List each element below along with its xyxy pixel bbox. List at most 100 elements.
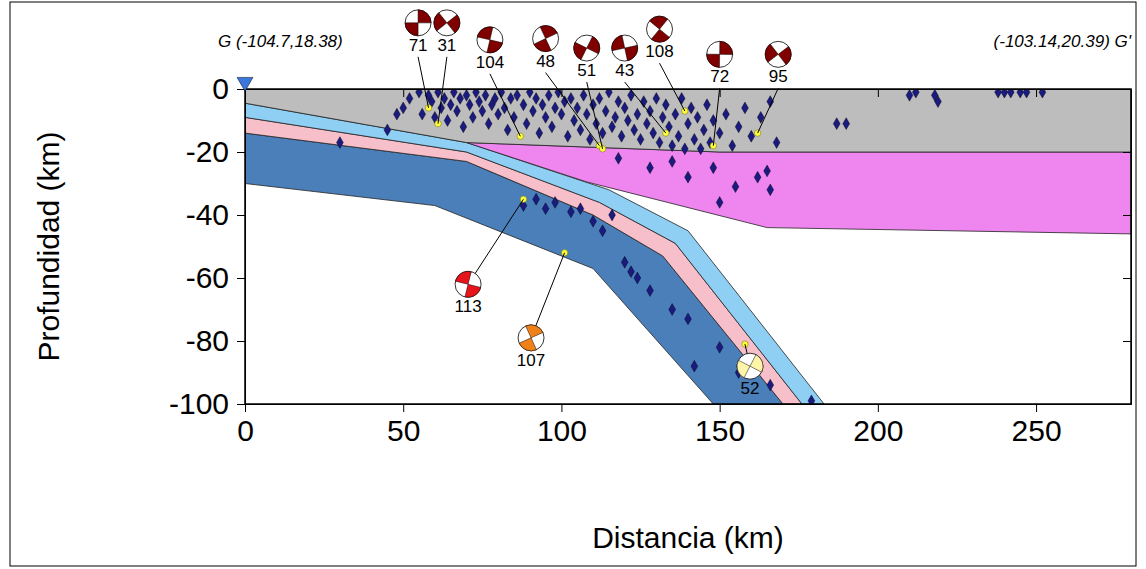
ball-quadrant (778, 46, 791, 64)
seismic-event (647, 285, 654, 297)
seismic-event (906, 89, 913, 101)
leader-line (660, 63, 685, 111)
ball-quadrant (737, 360, 750, 378)
ball-quadrant (534, 39, 551, 52)
x-tick: 50 (387, 404, 420, 447)
x-tick-mark-top (403, 89, 404, 97)
seismic-event (492, 93, 499, 105)
ball-quadrant (612, 35, 625, 50)
seismic-event (637, 134, 644, 146)
x-tick: 200 (853, 404, 903, 447)
profile-endpoint-label: G (-104.7,18.38) (218, 32, 343, 51)
seismic-event (615, 96, 622, 108)
mechanism-label: 51 (577, 61, 596, 80)
y-tick-right (1123, 404, 1131, 405)
mechanism-label: 107 (517, 351, 545, 370)
layer-area (245, 89, 1131, 152)
seismic-event (647, 162, 654, 174)
y-tick-mark (237, 278, 245, 279)
seismic-event (694, 111, 701, 123)
y-tick-mark-right (1123, 278, 1131, 279)
ball-quadrant (434, 13, 447, 31)
seismic-event (624, 115, 631, 127)
focal-mechanism (737, 353, 763, 379)
x-tick-top (878, 89, 879, 97)
x-tick-label: 200 (853, 414, 903, 447)
seismic-event (669, 304, 676, 316)
ball-quadrant (418, 10, 431, 23)
leader-line (490, 74, 520, 136)
seismic-event (599, 225, 606, 237)
ball-quadrant (519, 338, 536, 351)
seismic-event (384, 124, 391, 136)
seismic-event (542, 203, 549, 215)
seismic-event (653, 93, 660, 105)
leader-line (587, 82, 603, 149)
seismic-event (609, 121, 616, 133)
x-axis-top (246, 89, 1132, 97)
seismic-event (764, 165, 771, 177)
x-tick-label: 50 (387, 414, 420, 447)
ball-quadrant (526, 325, 543, 338)
annotation-layer: 7131104485143108729511310752 (405, 10, 791, 398)
seismic-event (669, 156, 676, 168)
seismic-event (435, 89, 442, 98)
y-tick-mark (237, 341, 245, 342)
seismic-event (406, 93, 413, 105)
y-tick-label: 0 (212, 72, 229, 105)
x-tick-mark (878, 404, 879, 412)
ball-outline (477, 27, 503, 53)
data-layer (245, 89, 1131, 404)
y-tick-mark-right (1123, 215, 1131, 216)
y-tick-mark (237, 404, 245, 405)
seismic-event (539, 99, 546, 111)
ball-outline (405, 10, 431, 36)
x-tick-label: 250 (1012, 414, 1062, 447)
seismic-event (612, 111, 619, 123)
y-axis-line (245, 90, 246, 405)
seismic-event (1007, 89, 1014, 98)
x-tick-mark (1036, 404, 1037, 412)
ball-quadrant (540, 26, 557, 39)
seismic-event (618, 130, 625, 142)
ball-quadrant (765, 44, 778, 62)
seismic-event (536, 127, 543, 139)
y-tick-label: -80 (186, 324, 229, 357)
ball-quadrant (574, 42, 587, 59)
seismic-event (732, 181, 739, 193)
ball-quadrant (587, 36, 600, 53)
ball-outline (765, 41, 791, 67)
mechanism-label: 72 (710, 67, 729, 86)
ball-outline (574, 35, 600, 61)
mechanism-label: 95 (769, 67, 788, 86)
focal-mechanism (477, 27, 503, 53)
seismic-event (457, 93, 464, 105)
seismic-event (549, 121, 556, 133)
y-tick-label: -40 (186, 198, 229, 231)
ball-quadrant (707, 54, 720, 67)
seismic-event (716, 341, 723, 353)
seismic-event (767, 379, 774, 391)
seismic-event (552, 102, 559, 114)
x-tick-mark-top (1036, 89, 1037, 97)
ball-quadrant (720, 41, 733, 54)
seismic-event (583, 108, 590, 120)
y-tick-right (1123, 278, 1131, 279)
seismic-event (729, 140, 736, 152)
plot-background (245, 89, 1131, 404)
seismic-event (685, 171, 692, 183)
seismic-event (628, 266, 635, 278)
seismic-event (634, 108, 641, 120)
y-axis-right-line (1131, 90, 1132, 405)
seismic-event (748, 130, 755, 142)
ball-outline (455, 271, 481, 297)
ball-quadrant (750, 355, 763, 373)
seismic-event (552, 197, 559, 209)
seismic-event (558, 108, 565, 120)
leader-line (713, 88, 719, 145)
seismic-event (533, 93, 540, 105)
ball-quadrant (447, 15, 460, 33)
seismic-event (542, 111, 549, 123)
focal-mechanism (518, 325, 544, 351)
leader-line (758, 88, 779, 133)
